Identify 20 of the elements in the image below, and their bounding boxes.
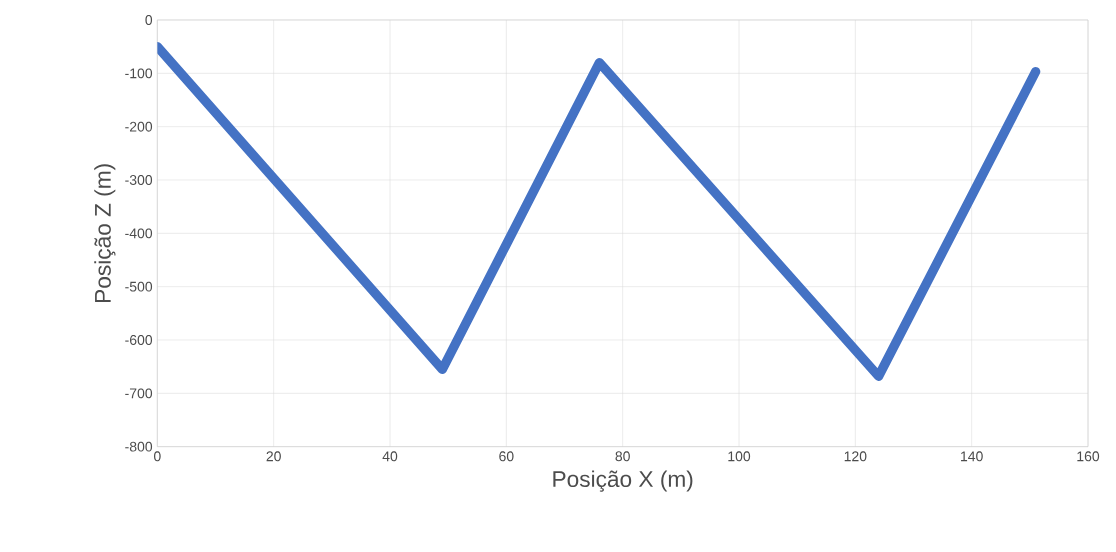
y-tick-label: -500: [125, 281, 153, 292]
x-tick-label: 0: [154, 451, 161, 462]
x-tick-label: 40: [382, 451, 398, 462]
x-tick-label: 60: [499, 451, 514, 462]
y-axis-title: Posição Z (m): [94, 164, 116, 302]
x-tick-label: 80: [615, 451, 630, 462]
y-tick-label: -300: [125, 175, 153, 185]
x-tick-label: 160: [1077, 451, 1100, 462]
x-tick-label: 120: [844, 451, 867, 462]
x-tick-label: 100: [728, 451, 751, 462]
x-tick-label: 140: [961, 451, 983, 462]
y-tick-label: -700: [125, 388, 153, 399]
x-tick-label: 20: [266, 451, 281, 462]
y-tick-label: -100: [125, 68, 153, 79]
y-tick-label: -400: [125, 228, 153, 239]
y-tick-label: -800: [125, 441, 153, 452]
y-tick-label: 0: [145, 15, 153, 25]
y-tick-label: -200: [125, 121, 153, 132]
x-axis-title: Posição X (m): [553, 470, 693, 492]
y-tick-label: -600: [125, 335, 153, 345]
